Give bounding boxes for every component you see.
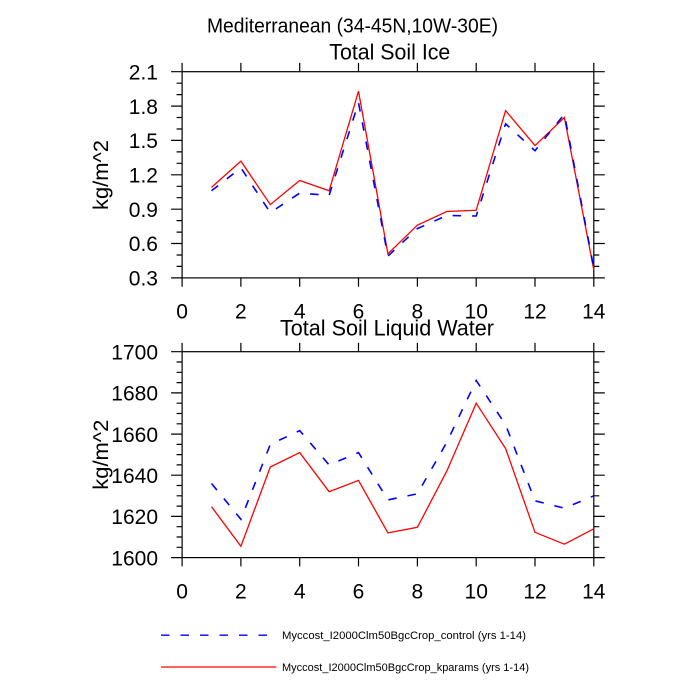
svg-text:0.9: 0.9 <box>129 199 158 222</box>
svg-text:2: 2 <box>235 301 247 324</box>
svg-text:kg/m^2: kg/m^2 <box>90 420 113 490</box>
svg-text:14: 14 <box>582 301 606 324</box>
svg-text:12: 12 <box>523 581 546 604</box>
svg-text:1.8: 1.8 <box>129 96 158 119</box>
svg-text:6: 6 <box>353 301 365 324</box>
svg-text:1700: 1700 <box>111 341 158 364</box>
svg-text:Mediterranean (34-45N,10W-30E): Mediterranean (34-45N,10W-30E) <box>207 15 498 38</box>
svg-text:4: 4 <box>294 581 306 604</box>
svg-text:Total Soil Liquid Water: Total Soil Liquid Water <box>280 316 494 341</box>
svg-text:14: 14 <box>582 581 606 604</box>
svg-text:10: 10 <box>465 301 488 324</box>
svg-text:Myccost_I2000Clm50BgcCrop_cont: Myccost_I2000Clm50BgcCrop_control (yrs 1… <box>282 630 526 642</box>
svg-text:0: 0 <box>176 301 188 324</box>
svg-text:1660: 1660 <box>111 424 158 447</box>
svg-text:2.1: 2.1 <box>129 61 158 84</box>
svg-text:4: 4 <box>294 301 306 324</box>
svg-text:1640: 1640 <box>111 465 158 488</box>
svg-text:1.5: 1.5 <box>129 130 158 153</box>
svg-text:8: 8 <box>412 581 424 604</box>
svg-text:Total Soil Ice: Total Soil Ice <box>329 40 450 65</box>
svg-text:1680: 1680 <box>111 383 158 406</box>
svg-text:10: 10 <box>465 581 488 604</box>
svg-text:Myccost_I2000Clm50BgcCrop_kpar: Myccost_I2000Clm50BgcCrop_kparams (yrs 1… <box>282 662 529 674</box>
svg-text:8: 8 <box>412 301 424 324</box>
svg-text:1600: 1600 <box>111 547 158 570</box>
svg-text:0.3: 0.3 <box>129 268 158 291</box>
svg-text:1.2: 1.2 <box>129 165 158 188</box>
svg-text:12: 12 <box>523 301 546 324</box>
svg-text:0: 0 <box>176 581 188 604</box>
svg-text:2: 2 <box>235 581 247 604</box>
svg-text:6: 6 <box>353 581 365 604</box>
svg-text:1620: 1620 <box>111 506 158 529</box>
svg-text:0.6: 0.6 <box>129 233 158 256</box>
svg-text:kg/m^2: kg/m^2 <box>90 140 113 210</box>
